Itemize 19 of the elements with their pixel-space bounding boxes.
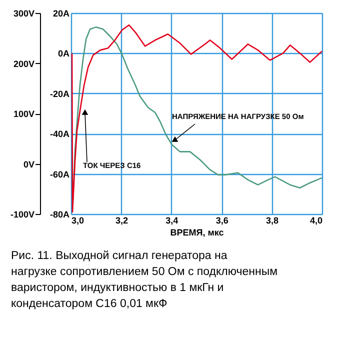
x-tick-label: 3,4: [166, 216, 178, 226]
x-axis-title: ВРЕМЯ, мкс: [170, 228, 224, 238]
x-tick-label: 4,0: [310, 216, 322, 226]
x-tick-label: 3,0: [72, 216, 84, 226]
y2-tick-label: -40A: [50, 129, 70, 140]
x-tick-label: 3,8: [266, 216, 279, 226]
y-tick-label: 300V: [13, 8, 34, 18]
y-tick-label: 100V: [13, 109, 34, 119]
y2-tick-label: 0A: [58, 48, 70, 59]
y-tick-label: 200V: [13, 58, 34, 69]
y-tick-label: 0V: [23, 159, 34, 170]
text: Рис. 11. Выходной сигнал генератора на нагрузке сопротивлением 50 Ом с подключенным варистором, индуктивностью в 1 мкГн и конденсатором С16 0,01 мкФ: [11, 250, 278, 310]
x-tick-label: 3,2: [115, 216, 128, 226]
y-tick-label: -100V: [10, 210, 34, 220]
y2-tick-label: -80A: [50, 210, 70, 220]
y2-tick-label: -60A: [50, 169, 70, 180]
y2-tick-label: -20A: [50, 88, 70, 99]
x-tick-label: 3,6: [216, 216, 228, 226]
y2-tick-label: 20A: [52, 8, 70, 18]
